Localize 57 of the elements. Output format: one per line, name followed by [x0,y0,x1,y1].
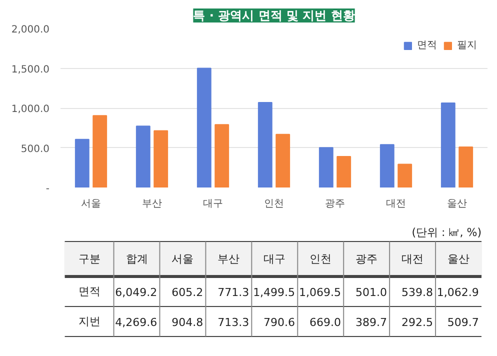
y-tick-label: 2,000.0 [11,24,50,36]
legend-label: 필지 [457,39,477,52]
chart-title: 특 · 광역시 면적 및 지번 현황 [193,8,355,22]
text: 4,269.6 [115,316,158,329]
text: 501.0 [355,286,387,299]
x-tick-label: 대구 [203,198,223,210]
bar [318,147,334,188]
x-tick-label: 광주 [325,198,345,210]
bar [154,130,168,188]
category-label: 부산 [218,252,240,266]
bar [458,146,474,188]
bar [380,144,394,188]
text: 1,062.9 [436,286,479,299]
category-label: 대구 [264,252,286,266]
bar [276,134,290,188]
x-tick-label: 대전 [386,198,406,210]
x-tick-label: 울산 [447,198,467,210]
text: 1,069.5 [299,286,342,299]
text: 605.2 [172,286,204,299]
text: 면적 [78,285,100,298]
text: 509.7 [447,316,479,329]
category-label: 서울 [172,252,194,266]
text: 904.8 [172,316,204,329]
legend-label: 면적 [417,39,437,52]
text: 6,049.2 [115,286,158,299]
y-tick-label: 500.0 [20,144,50,155]
text: 1,499.5 [253,286,296,299]
category-label: 구분 [78,252,100,266]
y-tick-label: 1,000.0 [11,104,50,115]
bar [196,68,212,188]
text: 389.7 [355,316,387,329]
bar [440,102,456,188]
bar [136,126,150,188]
text: 지번 [78,315,100,328]
bar [74,138,90,188]
text: 539.8 [401,286,433,299]
text: (단위 : ㎢, %) [412,226,482,239]
category-label: 인천 [310,252,332,266]
text: 669.0 [310,316,342,329]
x-tick-label: 서울 [81,198,101,210]
bar [258,102,272,188]
bar [214,124,230,188]
text: 771.3 [218,286,250,299]
category-label: 울산 [448,252,470,266]
category-label: 합계 [126,252,148,266]
category-label: 대전 [402,252,424,266]
bar [92,115,108,188]
text: 292.5 [401,316,433,329]
category-label: 광주 [356,252,378,266]
text: 790.6 [264,316,296,329]
y-tick-label: 1,500.0 [11,64,50,76]
bar [398,164,412,188]
x-tick-label: 인천 [264,198,284,210]
bar [336,156,352,188]
text: 713.3 [218,316,250,329]
y-tick-label: - [46,184,50,194]
x-tick-label: 부산 [142,198,162,210]
